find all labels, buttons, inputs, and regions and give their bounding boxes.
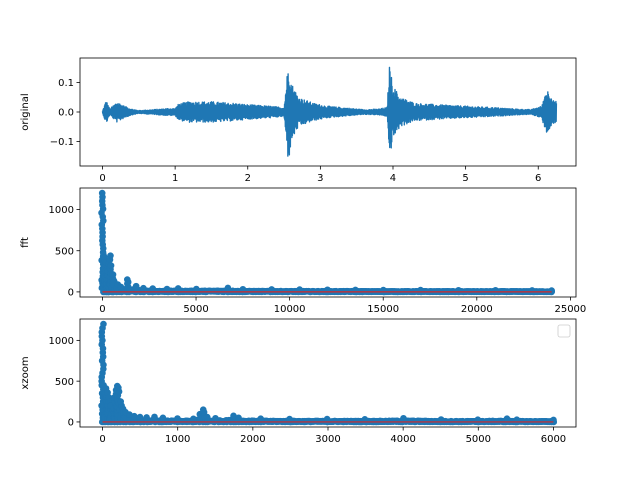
xzoom-x-tick-label: 1000	[165, 434, 190, 445]
xzoom-x-tick-label: 4000	[390, 434, 415, 445]
fft-axes-frame	[79, 187, 577, 298]
xzoom-peak-point	[174, 415, 181, 422]
fft-peak-point	[455, 286, 462, 294]
xzoom-peak-point	[151, 413, 158, 421]
subplot-fft: 0 5000 10000 15000 20000 25000 0 500 1000 fft	[20, 187, 586, 315]
fft-peak-point	[132, 282, 140, 290]
xzoom-peak-point	[513, 416, 521, 423]
fft-x-ticks: 0 5000 10000 15000 20000 25000	[99, 297, 586, 315]
xzoom-peak-point	[212, 414, 219, 422]
fft-y-ticks: 0 500 1000	[49, 205, 80, 298]
original-y-tick-label: 0.1	[58, 78, 74, 89]
original-x-tick-label: 6	[535, 173, 541, 184]
original-signal-line	[101, 66, 558, 157]
fft-x-tick-label: 10000	[274, 304, 306, 315]
subplot-xzoom: 0 1000 2000 3000 4000 5000 6000 0 500 1000 xzoom	[20, 318, 577, 445]
fft-peak-point	[107, 262, 115, 269]
xzoom-y-tick-label: 1000	[49, 336, 74, 347]
original-x-tick-label: 3	[317, 173, 323, 184]
xzoom-peak-point	[474, 416, 482, 423]
fft-x-tick-label: 20000	[461, 304, 493, 315]
xzoom-x-tick-label: 2000	[240, 434, 265, 445]
subplot-original: 0 1 2 3 4 5 6 −0.1 0.0 0.1 original	[20, 57, 577, 184]
fft-peak-point	[239, 285, 247, 293]
original-x-tick-label: 4	[390, 173, 396, 184]
xzoom-peak-point	[203, 413, 211, 421]
xzoom-peak-point	[400, 414, 407, 422]
xzoom-legend-box	[557, 324, 571, 338]
xzoom-peak-point	[230, 412, 237, 420]
fft-peak-point	[117, 283, 125, 291]
fft-peak-point	[163, 285, 171, 293]
fft-y-tick-label: 0	[68, 287, 74, 298]
fft-peak-point	[107, 252, 114, 259]
original-x-ticks: 0 1 2 3 4 5 6	[99, 166, 541, 184]
original-y-ticks: −0.1 0.0 0.1	[50, 78, 80, 148]
xzoom-x-tick-label: 6000	[541, 434, 566, 445]
xzoom-peak-point	[503, 415, 511, 422]
xzoom-peak-point	[115, 384, 122, 391]
fft-peak-point	[109, 271, 117, 278]
fft-x-tick-label: 25000	[554, 304, 586, 315]
fft-x-tick-label: 0	[99, 304, 105, 315]
xzoom-peak-point	[190, 415, 197, 423]
original-y-tick-label: 0.0	[58, 108, 74, 119]
xzoom-x-ticks: 0 1000 2000 3000 4000 5000 6000	[99, 427, 566, 445]
xzoom-y-ticks: 0 500 1000	[49, 336, 80, 429]
fft-peak-point	[296, 286, 303, 293]
original-signal-plot	[101, 66, 558, 157]
xzoom-peak-point	[117, 398, 125, 405]
fft-peak-point	[193, 285, 200, 293]
original-y-tick-label: −0.1	[50, 137, 74, 148]
fft-peak-point	[174, 285, 182, 292]
xzoom-peak-point	[159, 414, 167, 422]
xzoom-peak-point	[257, 415, 264, 422]
fft-peak-point	[124, 278, 132, 286]
fft-peak-point	[98, 189, 106, 197]
fft-peak-point	[548, 287, 555, 294]
xzoom-peak-point	[200, 408, 208, 416]
fft-y-tick-label: 1000	[49, 205, 74, 216]
fft-y-axis-label: fft	[20, 237, 31, 248]
xzoom-x-tick-label: 0	[99, 434, 105, 445]
xzoom-peak-point	[361, 416, 369, 423]
fft-peak-point	[224, 284, 232, 292]
xzoom-peak-point	[437, 416, 445, 423]
xzoom-x-tick-label: 3000	[315, 434, 340, 445]
xzoom-peak-point	[136, 413, 144, 421]
original-x-tick-label: 0	[99, 173, 105, 184]
fft-y-tick-label: 500	[55, 246, 74, 257]
xzoom-peak-point	[323, 415, 331, 423]
xzoom-y-tick-label: 500	[55, 377, 74, 388]
fft-x-tick-label: 5000	[183, 304, 208, 315]
original-x-tick-label: 5	[462, 173, 468, 184]
fft-x-tick-label: 15000	[367, 304, 399, 315]
fft-peak-point	[124, 283, 132, 291]
original-x-tick-label: 1	[172, 173, 178, 184]
xzoom-stem-plot	[98, 320, 558, 426]
xzoom-peak-point	[235, 414, 242, 422]
original-y-axis-label: original	[20, 93, 31, 130]
xzoom-x-tick-label: 5000	[466, 434, 491, 445]
xzoom-peak-point	[286, 415, 293, 423]
fft-peak-point	[149, 285, 157, 292]
fft-peak-point	[492, 286, 499, 294]
xzoom-peak-point	[143, 414, 150, 421]
xzoom-peak-point	[100, 320, 107, 328]
fft-peak-point	[140, 284, 147, 292]
original-x-tick-label: 2	[245, 173, 251, 184]
fft-peak-point	[268, 286, 275, 293]
fft-stem-plot	[98, 189, 555, 296]
xzoom-y-axis-label: xzoom	[20, 356, 31, 389]
xzoom-peak-point	[131, 412, 138, 420]
fft-peak-point	[528, 287, 536, 294]
xzoom-y-tick-label: 0	[68, 418, 74, 429]
